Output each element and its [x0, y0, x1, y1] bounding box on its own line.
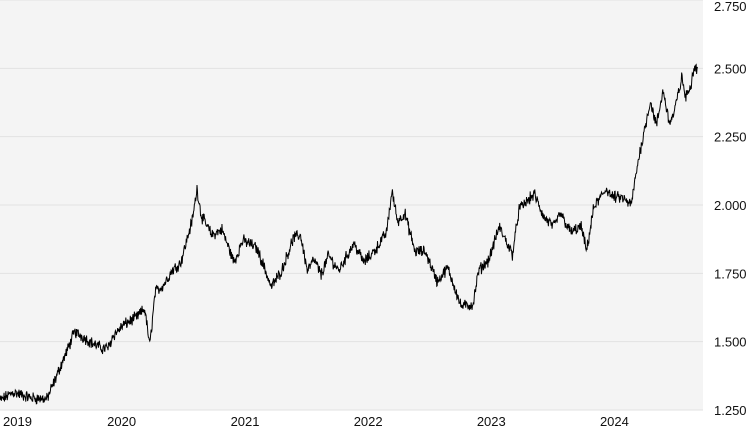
x-axis: 2019 2020 2021 2022 2023 2024	[3, 414, 629, 429]
gridlines	[0, 0, 703, 411]
y-tick-label: 2.500	[714, 61, 747, 76]
x-tick-label: 2024	[600, 414, 629, 429]
y-tick-label: 2.750	[714, 0, 747, 14]
y-tick-label: 1.750	[714, 266, 747, 281]
y-tick-label: 1.500	[714, 335, 747, 350]
x-tick-label: 2021	[231, 414, 260, 429]
y-axis: 1.250 1.500 1.750 2.000 2.250 2.500 2.750	[714, 0, 747, 418]
x-tick-label: 2020	[107, 414, 136, 429]
series-line	[0, 63, 699, 405]
y-tick-label: 2.000	[714, 198, 747, 213]
y-tick-label: 2.250	[714, 130, 747, 145]
x-tick-label: 2019	[3, 414, 32, 429]
x-tick-label: 2022	[354, 414, 383, 429]
y-tick-label: 1.250	[714, 403, 747, 418]
x-tick-label: 2023	[477, 414, 506, 429]
